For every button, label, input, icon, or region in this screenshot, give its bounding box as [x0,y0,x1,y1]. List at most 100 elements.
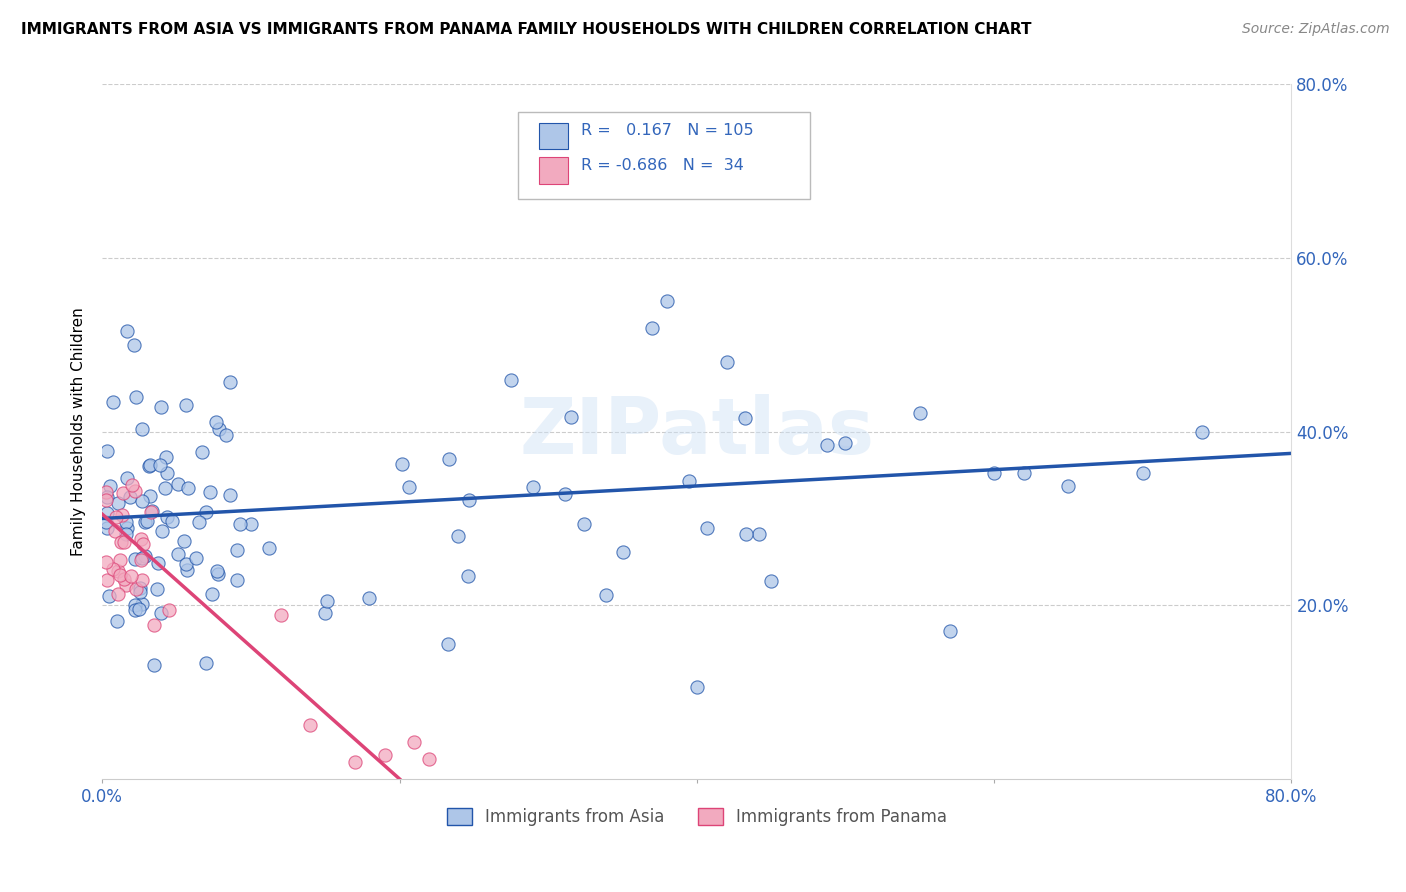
Point [118,490,141,504]
Point [105,614,128,628]
Point [120,569,142,583]
Point [96,521,118,535]
Point [157,602,180,616]
Point [94,555,117,569]
Text: Source: ZipAtlas.com: Source: ZipAtlas.com [1241,22,1389,37]
Point [176,563,198,577]
Point [499,373,522,387]
Point [160,514,183,528]
Point [115,324,138,338]
Point [655,294,678,309]
Point [129,553,152,567]
Point [572,516,595,531]
Point [1057,478,1080,492]
Point [195,505,218,519]
Point [696,521,718,535]
Point [141,504,163,518]
Point [391,457,413,471]
Point [105,509,128,524]
Point [167,547,190,561]
Y-axis label: Family Households with Children: Family Households with Children [72,308,86,556]
Point [374,747,396,762]
Point [96,444,118,458]
Point [146,557,169,571]
Point [240,516,263,531]
Point [112,572,135,586]
Point [139,505,162,519]
Legend: Immigrants from Asia, Immigrants from Panama: Immigrants from Asia, Immigrants from Pa… [440,802,953,833]
Point [129,585,152,599]
Point [219,488,242,502]
Point [316,594,339,608]
Point [94,493,117,508]
Point [208,422,231,436]
Point [173,534,195,549]
Point [418,752,440,766]
Point [128,601,150,615]
Point [612,544,634,558]
Point [174,398,197,412]
Point [110,535,132,549]
Point [257,541,280,555]
Point [734,410,756,425]
Point [357,591,380,605]
Point [117,521,139,535]
Point [150,524,173,538]
Point [194,656,217,670]
Point [716,355,738,369]
Point [111,508,134,522]
Point [218,376,240,390]
Point [447,529,470,543]
Point [343,755,366,769]
Point [150,606,173,620]
Point [121,478,143,492]
Point [131,551,153,566]
Point [198,484,221,499]
Point [138,489,160,503]
Point [107,496,129,510]
FancyBboxPatch shape [519,112,810,199]
Point [155,450,177,465]
Point [938,624,960,639]
Point [177,481,200,495]
Point [437,451,460,466]
Point [125,390,148,404]
Point [125,582,148,596]
Point [134,549,156,563]
Point [207,565,229,579]
Text: R = -0.686   N =  34: R = -0.686 N = 34 [582,158,744,173]
Point [98,589,121,603]
Point [149,458,172,472]
Text: R =   0.167   N = 105: R = 0.167 N = 105 [582,123,754,138]
Point [167,476,190,491]
Point [204,415,226,429]
Point [908,406,931,420]
Point [115,527,138,541]
Point [131,597,153,611]
Point [314,606,336,620]
Point [131,422,153,436]
Point [103,561,125,575]
Point [201,587,224,601]
Point [108,568,131,582]
Point [146,582,169,596]
Point [191,445,214,459]
Point [122,338,145,352]
Point [129,532,152,546]
Point [156,467,179,481]
Point [437,637,460,651]
Point [134,515,156,529]
Point [115,578,138,592]
Point [107,587,129,601]
Point [96,507,118,521]
Point [790,155,813,169]
Point [299,718,322,732]
Point [104,524,127,538]
Point [103,394,125,409]
Point [138,459,160,474]
Point [143,657,166,672]
Point [404,735,426,749]
Point [155,481,177,495]
Point [834,435,856,450]
Point [207,567,229,582]
